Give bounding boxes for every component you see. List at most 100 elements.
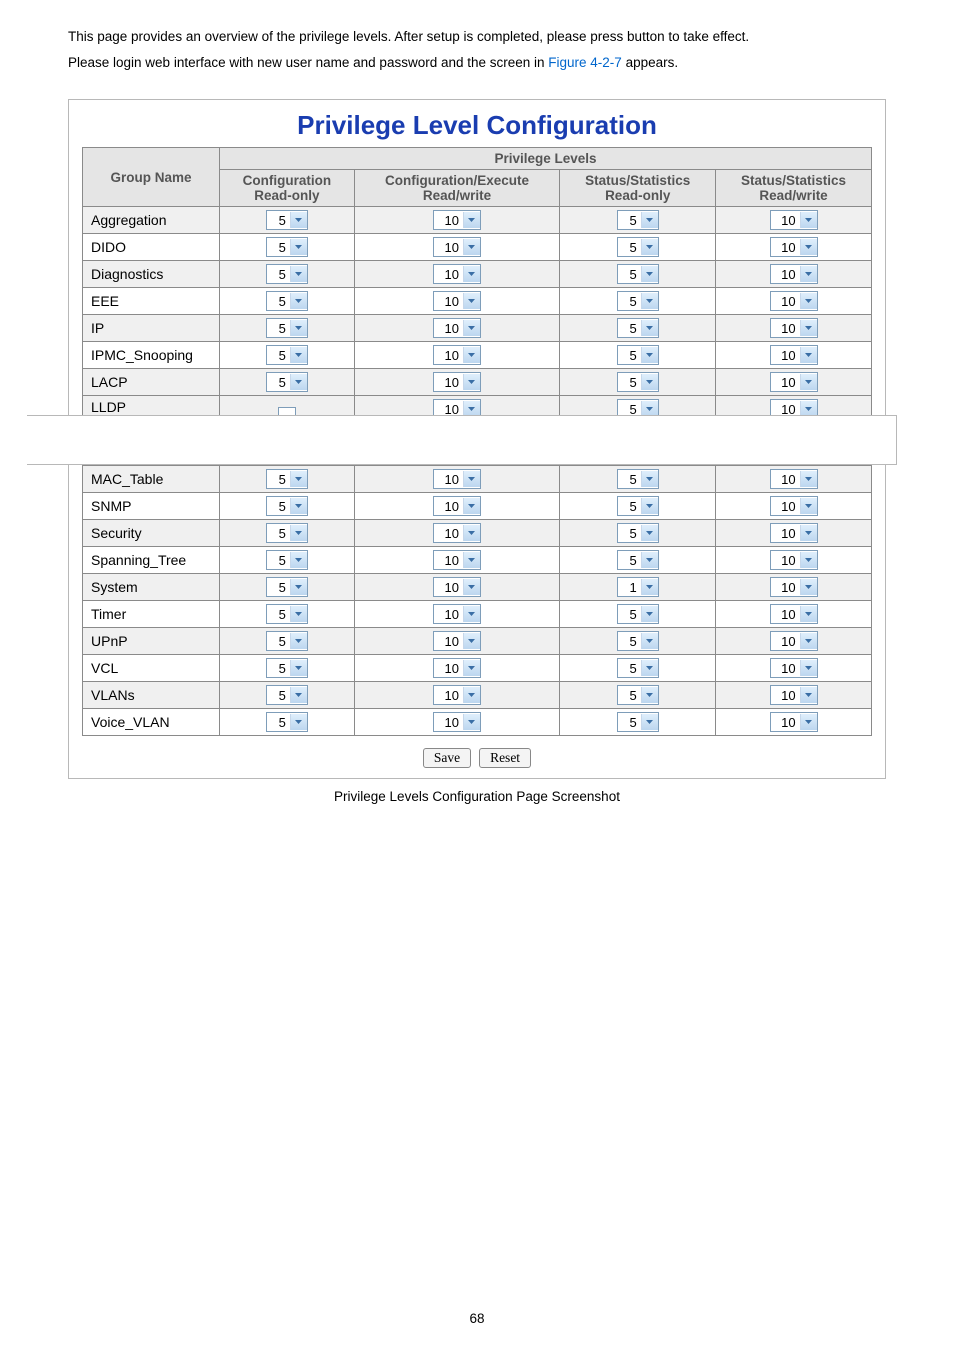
level-select[interactable]: 5 bbox=[266, 631, 308, 651]
chevron-down-icon bbox=[463, 239, 480, 255]
level-select[interactable]: 10 bbox=[433, 550, 481, 570]
reset-button[interactable]: Reset bbox=[479, 748, 531, 768]
level-select[interactable]: 10 bbox=[433, 523, 481, 543]
level-select[interactable]: 10 bbox=[770, 658, 818, 678]
level-select[interactable]: 10 bbox=[433, 604, 481, 624]
level-select[interactable]: 5 bbox=[617, 685, 659, 705]
select-value: 10 bbox=[771, 267, 800, 282]
level-select[interactable]: 10 bbox=[433, 685, 481, 705]
chevron-down-icon bbox=[463, 347, 480, 363]
level-select[interactable]: 10 bbox=[433, 658, 481, 678]
level-select[interactable]: 10 bbox=[433, 237, 481, 257]
level-select[interactable]: 10 bbox=[770, 496, 818, 516]
figure-ref-link[interactable]: Figure 4-2-7 bbox=[548, 55, 622, 70]
level-select[interactable]: 5 bbox=[617, 712, 659, 732]
level-select[interactable]: 5 bbox=[617, 237, 659, 257]
level-select[interactable]: 5 bbox=[617, 523, 659, 543]
level-select[interactable]: 5 bbox=[266, 577, 308, 597]
level-select[interactable]: 5 bbox=[266, 318, 308, 338]
level-select[interactable]: 5 bbox=[617, 496, 659, 516]
save-button[interactable]: Save bbox=[423, 748, 471, 768]
table-row: Aggregation510510 bbox=[83, 207, 872, 234]
level-select[interactable]: 10 bbox=[770, 631, 818, 651]
level-select[interactable]: 10 bbox=[770, 264, 818, 284]
level-select[interactable]: 5 bbox=[617, 291, 659, 311]
select-value: 10 bbox=[434, 634, 463, 649]
level-select[interactable]: 10 bbox=[433, 469, 481, 489]
level-select[interactable]: 5 bbox=[617, 631, 659, 651]
level-select[interactable]: 5 bbox=[617, 469, 659, 489]
chevron-down-icon bbox=[463, 606, 480, 622]
level-select[interactable]: 5 bbox=[266, 237, 308, 257]
chevron-down-icon bbox=[463, 579, 480, 595]
level-select[interactable]: 10 bbox=[433, 264, 481, 284]
level-select[interactable]: 10 bbox=[770, 712, 818, 732]
select-value: 1 bbox=[618, 580, 641, 595]
level-select[interactable]: 5 bbox=[617, 345, 659, 365]
select-value: 10 bbox=[434, 553, 463, 568]
chevron-down-icon bbox=[463, 293, 480, 309]
level-select[interactable]: 10 bbox=[770, 685, 818, 705]
level-select[interactable]: 5 bbox=[266, 469, 308, 489]
level-select[interactable]: 5 bbox=[266, 496, 308, 516]
chevron-down-icon bbox=[800, 633, 817, 649]
level-select[interactable]: 5 bbox=[266, 550, 308, 570]
level-select[interactable]: 10 bbox=[433, 496, 481, 516]
row-name: VLANs bbox=[83, 682, 220, 709]
level-select[interactable]: 5 bbox=[617, 318, 659, 338]
chevron-down-icon bbox=[641, 293, 658, 309]
level-select[interactable]: 10 bbox=[770, 318, 818, 338]
level-select[interactable]: 10 bbox=[770, 210, 818, 230]
level-select[interactable]: 5 bbox=[266, 372, 308, 392]
level-select[interactable]: 5 bbox=[617, 264, 659, 284]
level-select[interactable]: 10 bbox=[433, 291, 481, 311]
table-row: MAC_Table510510 bbox=[83, 466, 872, 493]
level-select[interactable]: 5 bbox=[266, 345, 308, 365]
level-select[interactable]: 5 bbox=[617, 210, 659, 230]
select-value: 5 bbox=[267, 607, 290, 622]
level-select[interactable]: 10 bbox=[770, 523, 818, 543]
table-row: VCL510510 bbox=[83, 655, 872, 682]
select-value: 5 bbox=[618, 321, 641, 336]
select-value: 10 bbox=[434, 688, 463, 703]
level-select[interactable]: 10 bbox=[770, 372, 818, 392]
level-select[interactable]: 10 bbox=[433, 210, 481, 230]
level-select[interactable]: 10 bbox=[433, 318, 481, 338]
level-select[interactable]: 10 bbox=[770, 345, 818, 365]
level-select[interactable]: 10 bbox=[433, 712, 481, 732]
level-select[interactable]: 10 bbox=[433, 345, 481, 365]
level-select[interactable]: 5 bbox=[266, 264, 308, 284]
select-value: 5 bbox=[267, 240, 290, 255]
chevron-down-icon bbox=[800, 347, 817, 363]
level-select[interactable]: 5 bbox=[617, 372, 659, 392]
chevron-down-icon bbox=[290, 660, 307, 676]
level-select[interactable]: 5 bbox=[266, 210, 308, 230]
level-select[interactable]: 10 bbox=[770, 550, 818, 570]
level-select[interactable]: 1 bbox=[617, 577, 659, 597]
level-select[interactable]: 5 bbox=[617, 550, 659, 570]
row-name: IPMC_Snooping bbox=[83, 342, 220, 369]
chevron-down-icon bbox=[290, 471, 307, 487]
chevron-down-icon bbox=[641, 525, 658, 541]
level-select[interactable]: 10 bbox=[770, 577, 818, 597]
level-select[interactable]: 10 bbox=[770, 469, 818, 489]
level-select[interactable]: 5 bbox=[617, 604, 659, 624]
select-value: 5 bbox=[267, 661, 290, 676]
level-select[interactable]: 10 bbox=[770, 291, 818, 311]
table-row: System510110 bbox=[83, 574, 872, 601]
level-select[interactable]: 5 bbox=[266, 712, 308, 732]
chevron-down-icon bbox=[463, 552, 480, 568]
level-select[interactable]: 5 bbox=[266, 658, 308, 678]
level-select[interactable]: 5 bbox=[266, 685, 308, 705]
level-select[interactable]: 5 bbox=[617, 658, 659, 678]
level-select[interactable]: 10 bbox=[770, 604, 818, 624]
level-select[interactable]: 10 bbox=[433, 372, 481, 392]
level-select[interactable]: 10 bbox=[433, 577, 481, 597]
level-select[interactable]: 5 bbox=[266, 523, 308, 543]
level-select[interactable]: 10 bbox=[433, 631, 481, 651]
select-value: 10 bbox=[771, 688, 800, 703]
level-select[interactable]: 5 bbox=[266, 291, 308, 311]
level-select[interactable]: 10 bbox=[770, 237, 818, 257]
level-select[interactable]: 5 bbox=[266, 604, 308, 624]
select-value: 5 bbox=[618, 267, 641, 282]
